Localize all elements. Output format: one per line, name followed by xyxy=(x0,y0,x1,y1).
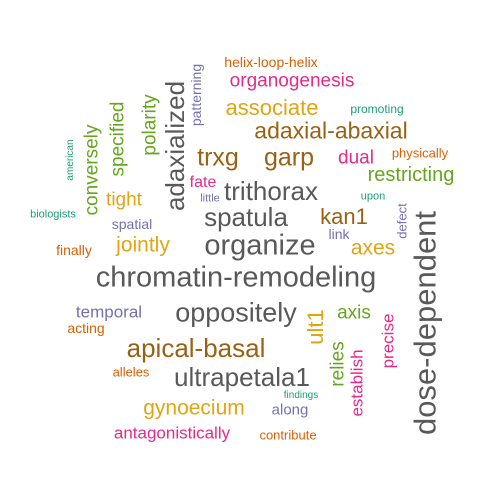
word-chromatin-remodeling: chromatin-remodeling xyxy=(95,261,377,294)
word-defect: defect xyxy=(394,203,410,239)
word-link: link xyxy=(328,226,350,242)
word-trithorax: trithorax xyxy=(224,176,318,206)
word-upon: upon xyxy=(360,190,386,203)
word-ultrapetala1: ultrapetala1 xyxy=(174,362,310,392)
word-alleles: alleles xyxy=(112,364,150,380)
word-adaxialized: adaxialized xyxy=(160,80,190,212)
word-american: american xyxy=(65,139,76,181)
word-specified: specified xyxy=(107,101,129,177)
word-polarity: polarity xyxy=(139,94,161,156)
word-conversely: conversely xyxy=(81,124,103,216)
word-restricting: restricting xyxy=(367,164,455,186)
word-jointly: jointly xyxy=(116,233,170,257)
word-associate: associate xyxy=(225,95,319,120)
word-organize: organize xyxy=(204,229,316,262)
word-along: along xyxy=(271,401,309,419)
word-garp: garp xyxy=(263,143,315,172)
word-spatial: spatial xyxy=(111,216,153,232)
word-precise: precise xyxy=(378,313,398,369)
word-kan1: kan1 xyxy=(320,204,368,229)
word-establish: establish xyxy=(347,349,367,417)
word-antagonistically: antagonistically xyxy=(113,423,231,443)
word-temporal: temporal xyxy=(75,302,143,322)
word-acting: acting xyxy=(67,320,105,336)
word-axes: axes xyxy=(350,236,396,260)
word-finally: finally xyxy=(56,242,92,258)
word-tight: tight xyxy=(106,189,142,211)
word-contribute: contribute xyxy=(259,427,317,443)
word-relies: relies xyxy=(327,341,349,387)
word-ult1: ult1 xyxy=(303,309,328,345)
word-apical-basal: apical-basal xyxy=(126,333,266,363)
word-organogenesis: organogenesis xyxy=(229,70,355,92)
word-patterning: patterning xyxy=(188,63,204,127)
word-physically: physically xyxy=(391,145,449,161)
word-little: little xyxy=(200,192,220,205)
word-spatula: spatula xyxy=(204,202,288,232)
word-biologists: biologists xyxy=(30,208,76,221)
word-trxg: trxg xyxy=(197,143,239,172)
word-findings: findings xyxy=(283,390,319,401)
word-adaxial-abaxial: adaxial-abaxial xyxy=(254,117,408,144)
word-oppositely: oppositely xyxy=(175,297,297,328)
word-dose-dependent: dose-dependent xyxy=(407,210,443,436)
word-gynoecium: gynoecium xyxy=(143,396,245,420)
word-fate: fate xyxy=(189,174,217,191)
word-helix-loop-helix: helix-loop-helix xyxy=(224,54,318,70)
word-axis: axis xyxy=(337,302,371,324)
word-dual: dual xyxy=(338,147,374,169)
word-promoting: promoting xyxy=(350,102,404,116)
